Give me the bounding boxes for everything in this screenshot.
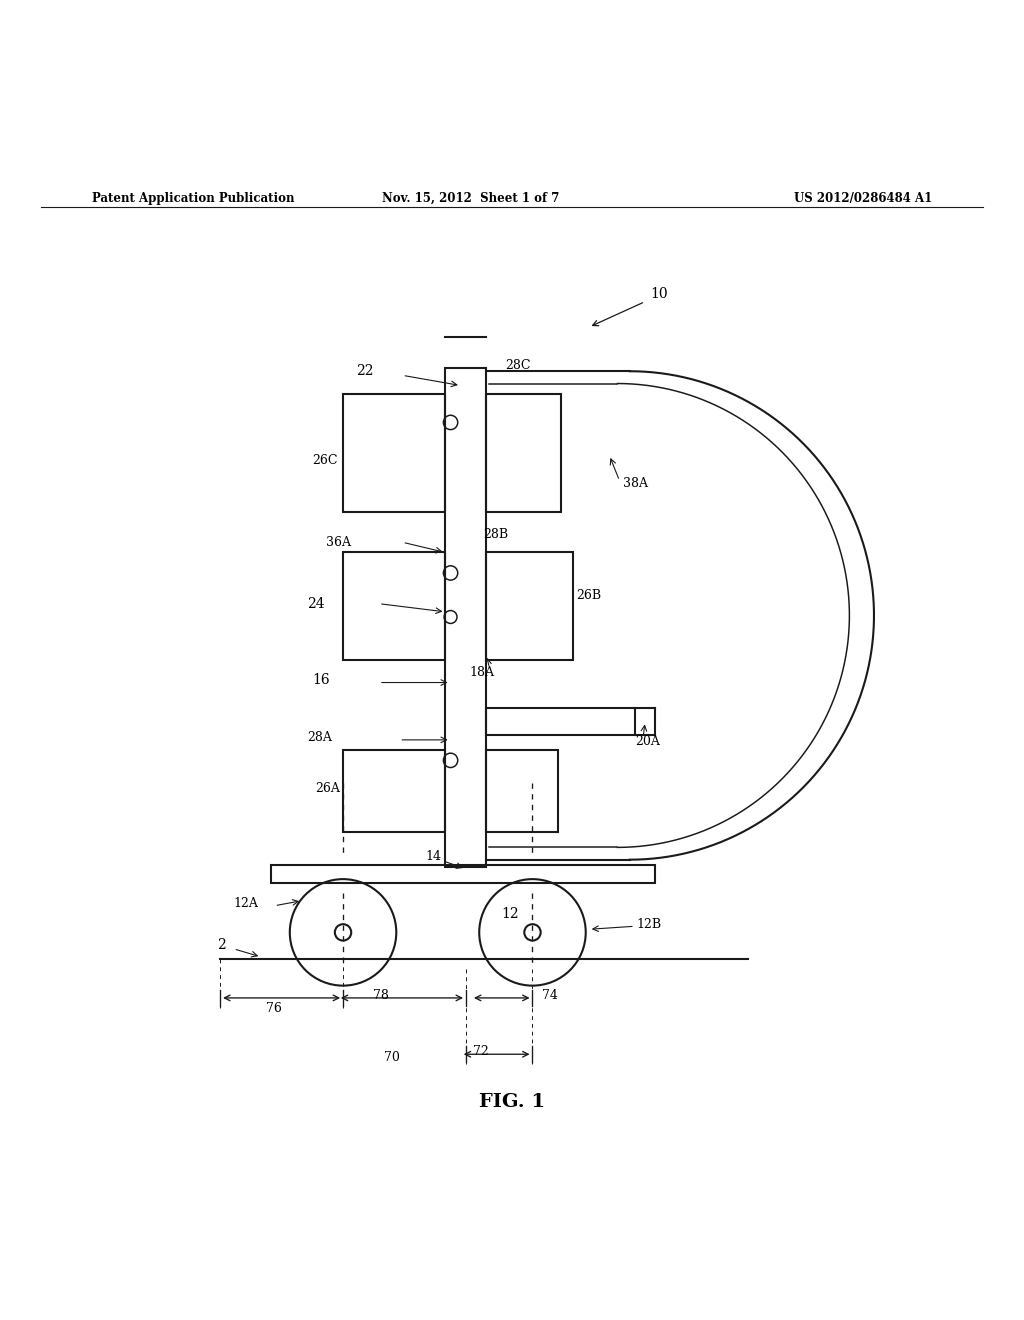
Text: 2: 2 (217, 937, 226, 952)
Text: 28A: 28A (307, 731, 332, 744)
Text: 26B: 26B (577, 589, 602, 602)
Text: 24: 24 (307, 597, 325, 611)
Text: Nov. 15, 2012  Sheet 1 of 7: Nov. 15, 2012 Sheet 1 of 7 (382, 191, 560, 205)
Text: Patent Application Publication: Patent Application Publication (92, 191, 295, 205)
Text: 12B: 12B (637, 917, 663, 931)
Text: 10: 10 (650, 288, 668, 301)
Text: 70: 70 (384, 1051, 400, 1064)
Text: 28B: 28B (483, 528, 509, 541)
Text: 38A: 38A (623, 478, 647, 490)
Text: 78: 78 (373, 990, 389, 1002)
Text: 74: 74 (542, 990, 558, 1002)
Text: FIG. 1: FIG. 1 (479, 1093, 545, 1111)
Text: 18A: 18A (469, 665, 494, 678)
Text: 12: 12 (502, 907, 519, 921)
Text: 22: 22 (356, 364, 374, 379)
Text: 28C: 28C (505, 359, 530, 372)
Text: US 2012/0286484 A1: US 2012/0286484 A1 (794, 191, 932, 205)
Text: 20A: 20A (635, 735, 659, 748)
Text: 76: 76 (266, 1002, 283, 1015)
Text: 26C: 26C (312, 454, 338, 467)
Text: 16: 16 (312, 673, 330, 688)
Text: 72: 72 (473, 1044, 489, 1057)
Text: 14: 14 (425, 850, 441, 863)
Text: 12A: 12A (233, 898, 258, 911)
Text: 26A: 26A (315, 781, 340, 795)
Text: 36A: 36A (326, 536, 350, 549)
